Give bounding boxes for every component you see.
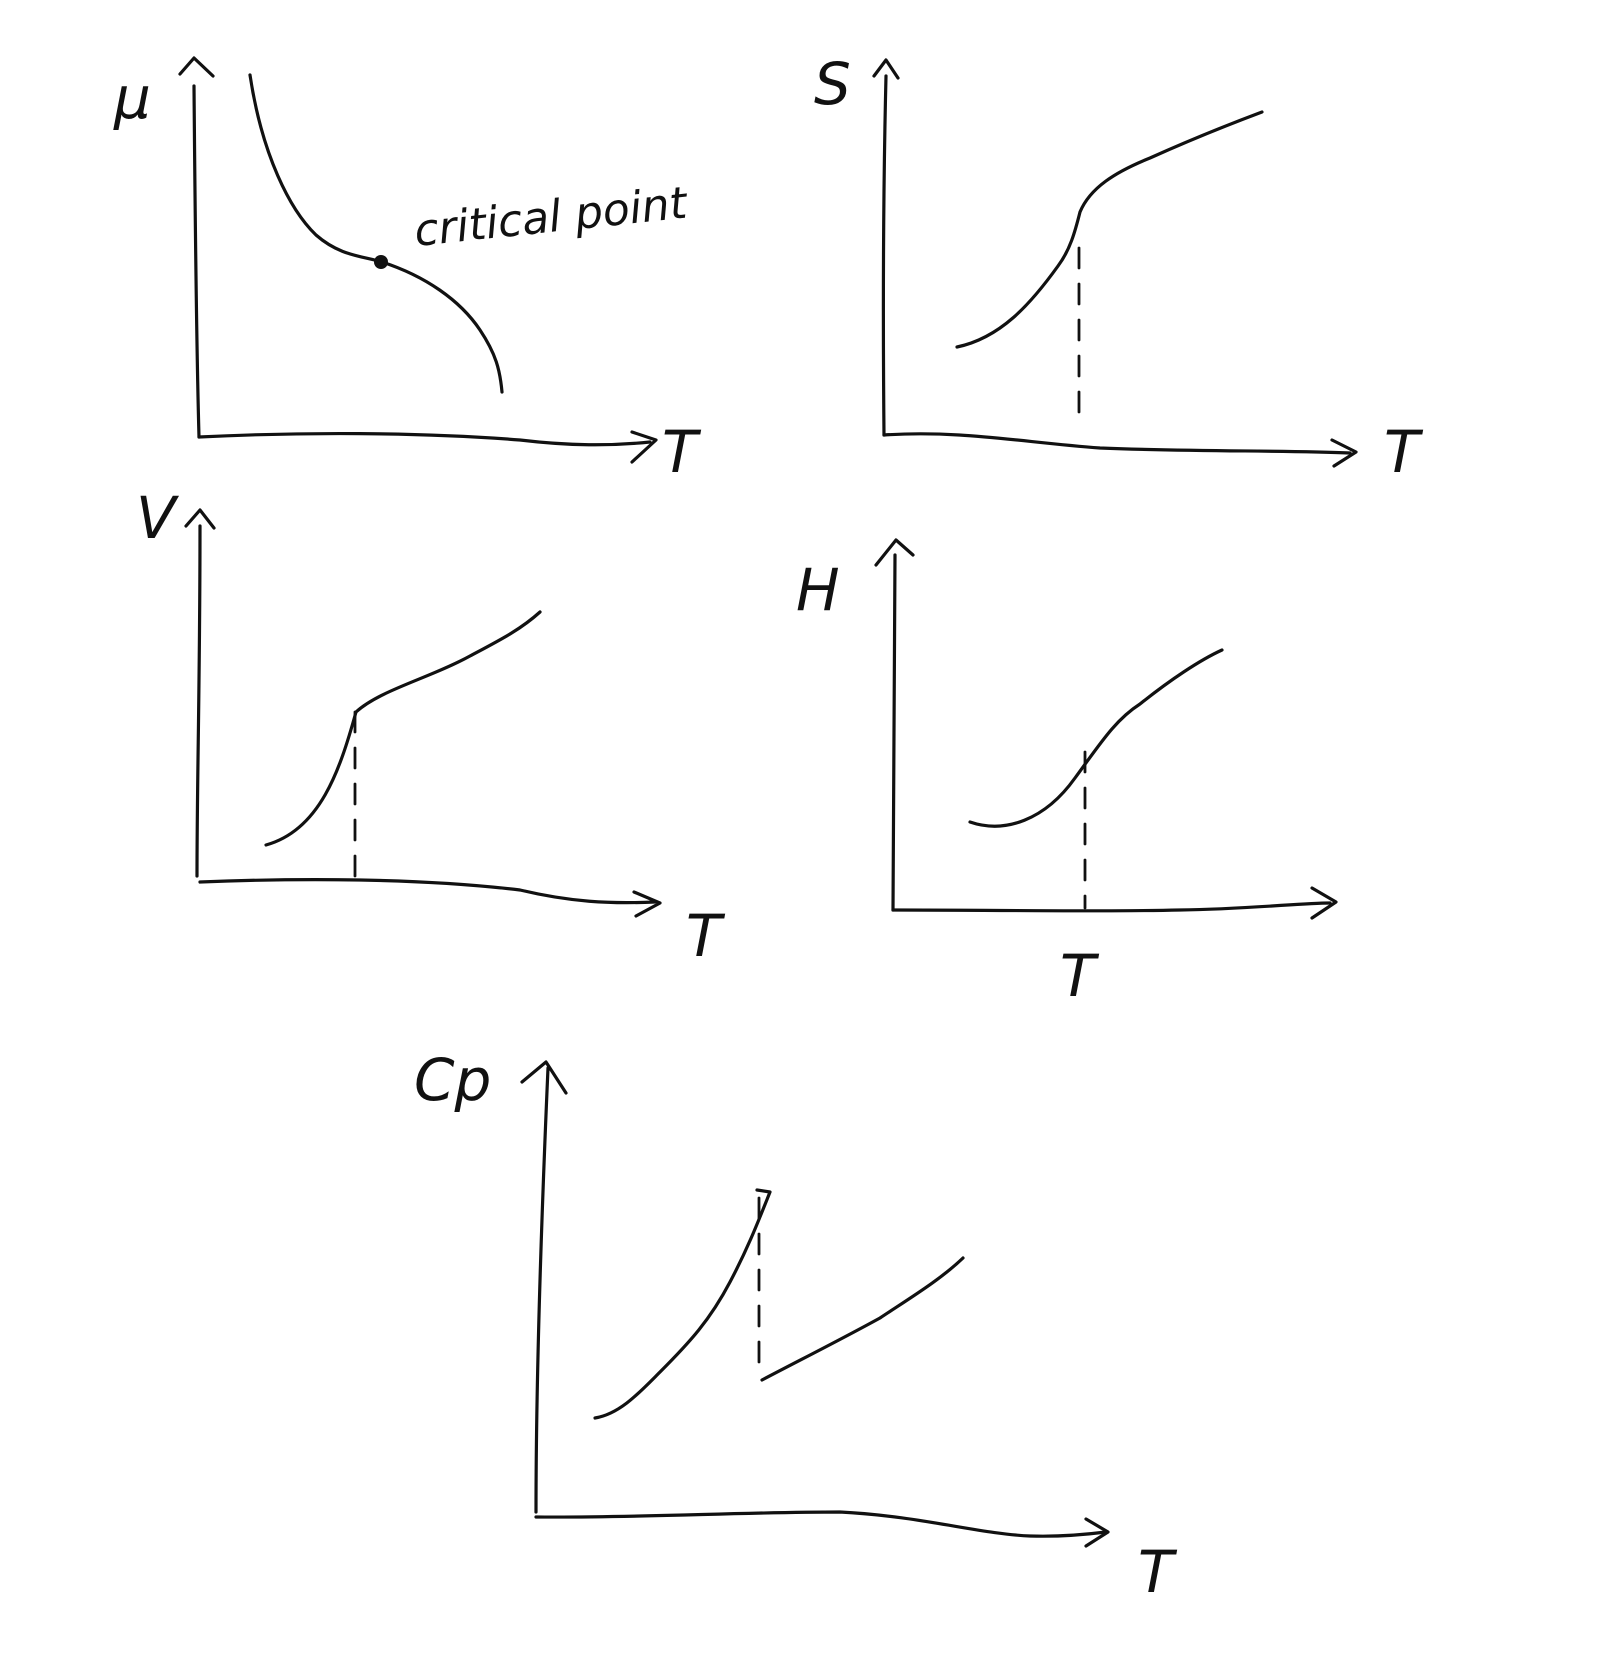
cp-x-arrowhead [1084,1517,1110,1548]
h-x-arrowhead [1310,886,1338,920]
critical-point-marker [374,255,388,269]
cp-x-label: T [1138,1538,1178,1606]
h-x-axis [891,901,1332,913]
cp-y-arrowhead [520,1060,568,1095]
s-y-arrowhead [872,58,900,80]
mu-y-axis [192,84,201,439]
h-y-label: H [796,556,840,624]
mu-y-arrowhead [178,56,215,78]
s-x-arrowhead [1330,438,1358,468]
s-curve [955,110,1264,349]
s-y-label: S [814,50,851,118]
v-y-label: V [136,484,180,552]
cp-curve-low [593,1188,772,1420]
mu-y-label: μ [113,64,151,132]
panel-h: H T [796,538,1338,1010]
cp-x-axis [534,1510,1108,1538]
cp-y-label: Cp [414,1046,491,1114]
mu-x-label: T [662,418,702,486]
critical-point-label: critical point [412,177,691,256]
v-curve [264,610,542,847]
h-y-axis [891,553,897,912]
panel-v: V T [136,484,726,970]
mu-x-arrowhead [630,430,658,464]
h-y-arrowhead [874,538,915,567]
mu-x-axis [197,431,652,447]
v-x-axis [198,878,657,905]
panel-mu: μ T critical point [113,56,702,486]
v-y-axis [195,524,202,878]
h-curve [968,648,1224,828]
panel-s: S T [814,50,1424,486]
v-x-label: T [686,902,726,970]
cp-curve-high [760,1256,965,1382]
h-x-label: T [1060,942,1100,1010]
panel-cp: Cp T [414,1046,1178,1606]
s-y-axis [881,74,888,437]
cp-y-axis [534,1066,550,1514]
s-x-axis [882,432,1352,455]
s-x-label: T [1384,418,1424,486]
v-y-arrowhead [184,508,216,530]
v-x-arrowhead [632,890,662,918]
